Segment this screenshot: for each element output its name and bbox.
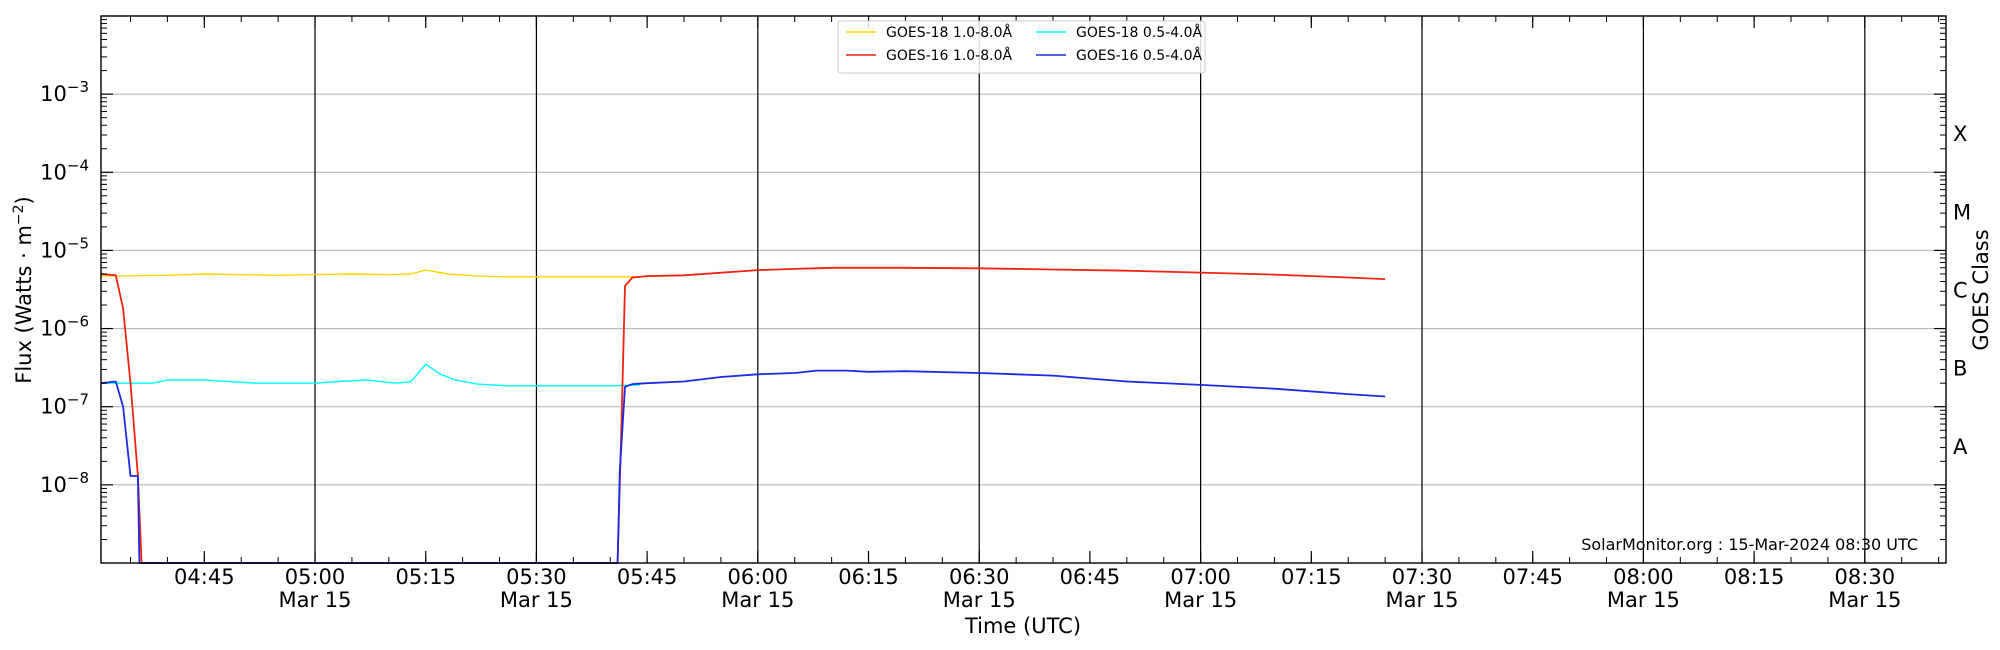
- x-tick-date-label: Mar 15: [1607, 588, 1680, 612]
- y-tick-label: 10−6: [40, 313, 89, 341]
- x-tick-label: 05:15: [395, 565, 456, 589]
- x-tick-label: 05:00: [285, 565, 346, 589]
- goes-class-label: A: [1953, 435, 1968, 459]
- y-tick-label: 10−4: [40, 156, 89, 184]
- x-tick-label: 05:30: [506, 565, 567, 589]
- x-tick-label: 06:45: [1060, 565, 1121, 589]
- legend-entry-label: GOES-16 1.0-8.0Å: [886, 47, 1012, 64]
- goes-class-label: M: [1953, 200, 1971, 224]
- goes-class-axis-title: GOES Class: [1969, 229, 1993, 350]
- legend-entry-label: GOES-18 1.0-8.0Å: [886, 24, 1012, 41]
- series-line-goes-18-0-5-4-0-: [101, 363, 640, 387]
- y-tick-label: 10−7: [40, 391, 89, 419]
- x-tick-label: 08:15: [1724, 565, 1785, 589]
- y-axis-title: Flux (Watts · m−2): [11, 196, 36, 384]
- x-tick-date-label: Mar 15: [279, 588, 352, 612]
- series-line-goes-18-1-0-8-0-: [100, 269, 640, 278]
- x-tick-date-label: Mar 15: [1386, 588, 1459, 612]
- x-tick-date-label: Mar 15: [721, 588, 794, 612]
- plot-frame: [100, 15, 1947, 564]
- x-tick-date-label: Mar 15: [943, 588, 1016, 612]
- goes-class-label: C: [1953, 279, 1968, 303]
- legend-entry-label: GOES-16 0.5-4.0Å: [1076, 47, 1202, 64]
- x-tick-label: 08:00: [1613, 565, 1674, 589]
- x-tick-label: 04:45: [174, 565, 235, 589]
- x-tick-label: 07:30: [1392, 565, 1453, 589]
- series-line-goes-16-1-0-8-0-: [100, 266, 1386, 564]
- series-line-goes-16-0-5-4-0-: [100, 369, 1386, 564]
- horizontal-gridlines: [101, 93, 1946, 486]
- legend: GOES-18 1.0-8.0Å GOES-16 1.0-8.0Å GOES-18 …: [837, 20, 1206, 74]
- x-tick-label: 07:15: [1281, 565, 1342, 589]
- goes-class-labels: A B C M X: [1953, 122, 1971, 459]
- y-tick-label: 10−3: [40, 78, 89, 106]
- legend-box: [837, 20, 1206, 74]
- x-axis-title: Time (UTC): [964, 614, 1081, 638]
- x-tick-label: 07:00: [1170, 565, 1231, 589]
- goes-class-label: X: [1953, 122, 1967, 146]
- vertical-gridlines: [314, 16, 1866, 563]
- x-tick-label: 05:45: [617, 565, 678, 589]
- x-tick-label: 07:45: [1502, 565, 1563, 589]
- y-tick-label: 10−8: [40, 469, 89, 497]
- x-tick-date-label: Mar 15: [1164, 588, 1237, 612]
- y-tick-label: 10−5: [40, 234, 89, 262]
- x-tick-label: 06:30: [949, 565, 1010, 589]
- x-tick-date-label: Mar 15: [1828, 588, 1901, 612]
- x-tick-label: 08:30: [1835, 565, 1896, 589]
- flux-series-lines: [100, 266, 1386, 564]
- x-tick-label: 06:15: [838, 565, 899, 589]
- goes-class-label: B: [1953, 357, 1967, 381]
- legend-entry-label: GOES-18 0.5-4.0Å: [1076, 24, 1202, 41]
- x-tick-date-label: Mar 15: [500, 588, 573, 612]
- credit-text: SolarMonitor.org : 15-Mar-2024 08:30 UTC: [1581, 535, 1918, 554]
- y-axis-ticks: 10−8 10−7 10−6 10−5 10−4 10−3: [40, 19, 1946, 540]
- x-tick-label: 06:00: [728, 565, 789, 589]
